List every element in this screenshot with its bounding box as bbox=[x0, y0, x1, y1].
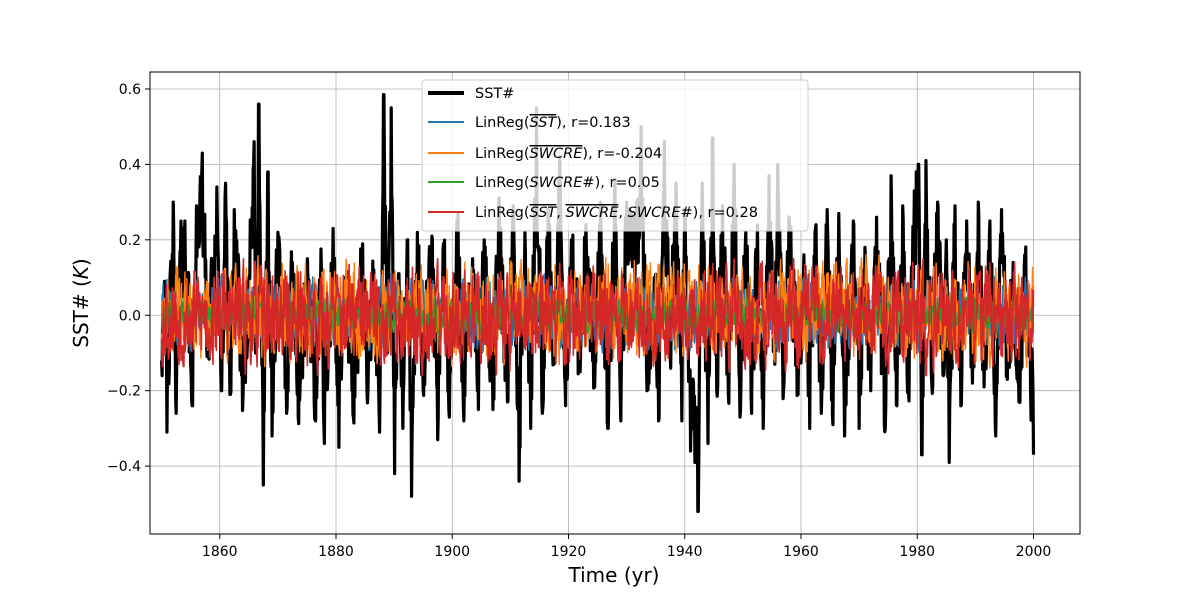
legend-text-part: ), r=0.05 bbox=[595, 175, 660, 191]
y-tick-label: 0.2 bbox=[119, 233, 141, 249]
y-tick-label: 0.0 bbox=[119, 308, 141, 324]
legend-text-part: ), r=0.183 bbox=[556, 115, 631, 131]
legend-var-swcre-hash: SWCRE# bbox=[628, 205, 693, 221]
legend-var-swcre-hash: SWCRE# bbox=[530, 175, 595, 191]
legend-text-part: LinReg( bbox=[475, 115, 530, 131]
legend-label-linreg-swcre-bar: LinReg(SWCRE), r=-0.204 bbox=[475, 146, 662, 162]
legend-text-part: LinReg( bbox=[475, 146, 530, 162]
x-tick-label: 1940 bbox=[667, 544, 703, 560]
legend-text-part: , bbox=[556, 205, 565, 221]
x-tick-label: 1960 bbox=[783, 544, 819, 560]
legend-label-sst-hash: SST# bbox=[475, 86, 514, 102]
legend: SST# LinReg(SST), r=0.183 LinReg(SWCRE),… bbox=[421, 79, 809, 232]
legend-text-part: ), r=0.28 bbox=[693, 205, 758, 221]
series-lines bbox=[160, 93, 1036, 513]
y-tick-label: −0.2 bbox=[107, 384, 141, 400]
legend-text-part: LinReg( bbox=[475, 175, 530, 191]
x-tick-label: 1860 bbox=[202, 544, 238, 560]
legend-var-sst-bar: SST bbox=[530, 115, 558, 131]
series-line-linreg-4 bbox=[160, 257, 1035, 377]
y-axis-label: SST# (K) bbox=[69, 258, 93, 347]
x-tick-label: 2000 bbox=[1016, 544, 1052, 560]
legend-label-linreg-combined: LinReg(SST, SWCRE, SWCRE#), r=0.28 bbox=[475, 205, 758, 221]
x-tick-label: 1880 bbox=[318, 544, 354, 560]
legend-text-part: , bbox=[618, 205, 627, 221]
legend-var-sst-bar: SST bbox=[530, 205, 558, 221]
x-tick-label: 1980 bbox=[899, 544, 935, 560]
y-tick-label: −0.4 bbox=[107, 459, 141, 475]
legend-box bbox=[421, 79, 809, 232]
legend-text-part: ), r=-0.204 bbox=[582, 146, 662, 162]
x-tick-label: 1920 bbox=[551, 544, 587, 560]
x-axis-label: Time (yr) bbox=[568, 563, 660, 587]
x-tick-label: 1900 bbox=[434, 544, 470, 560]
legend-var-swcre-bar: SWCRE bbox=[565, 205, 619, 221]
plot-frame bbox=[149, 71, 1081, 535]
legend-text-part: LinReg( bbox=[475, 205, 530, 221]
legend-label-linreg-swcre-hash: LinReg(SWCRE#), r=0.05 bbox=[475, 175, 660, 191]
legend-var-swcre-bar: SWCRE bbox=[530, 146, 584, 162]
axis-ticks: 1860 1880 1900 1920 1940 1960 1980 2000 −0.4 −0.2… bbox=[107, 82, 1051, 560]
y-tick-label: 0.6 bbox=[119, 82, 141, 98]
legend-label-linreg-sst-bar: LinReg(SST), r=0.183 bbox=[475, 115, 631, 131]
y-tick-label: 0.4 bbox=[119, 157, 141, 173]
